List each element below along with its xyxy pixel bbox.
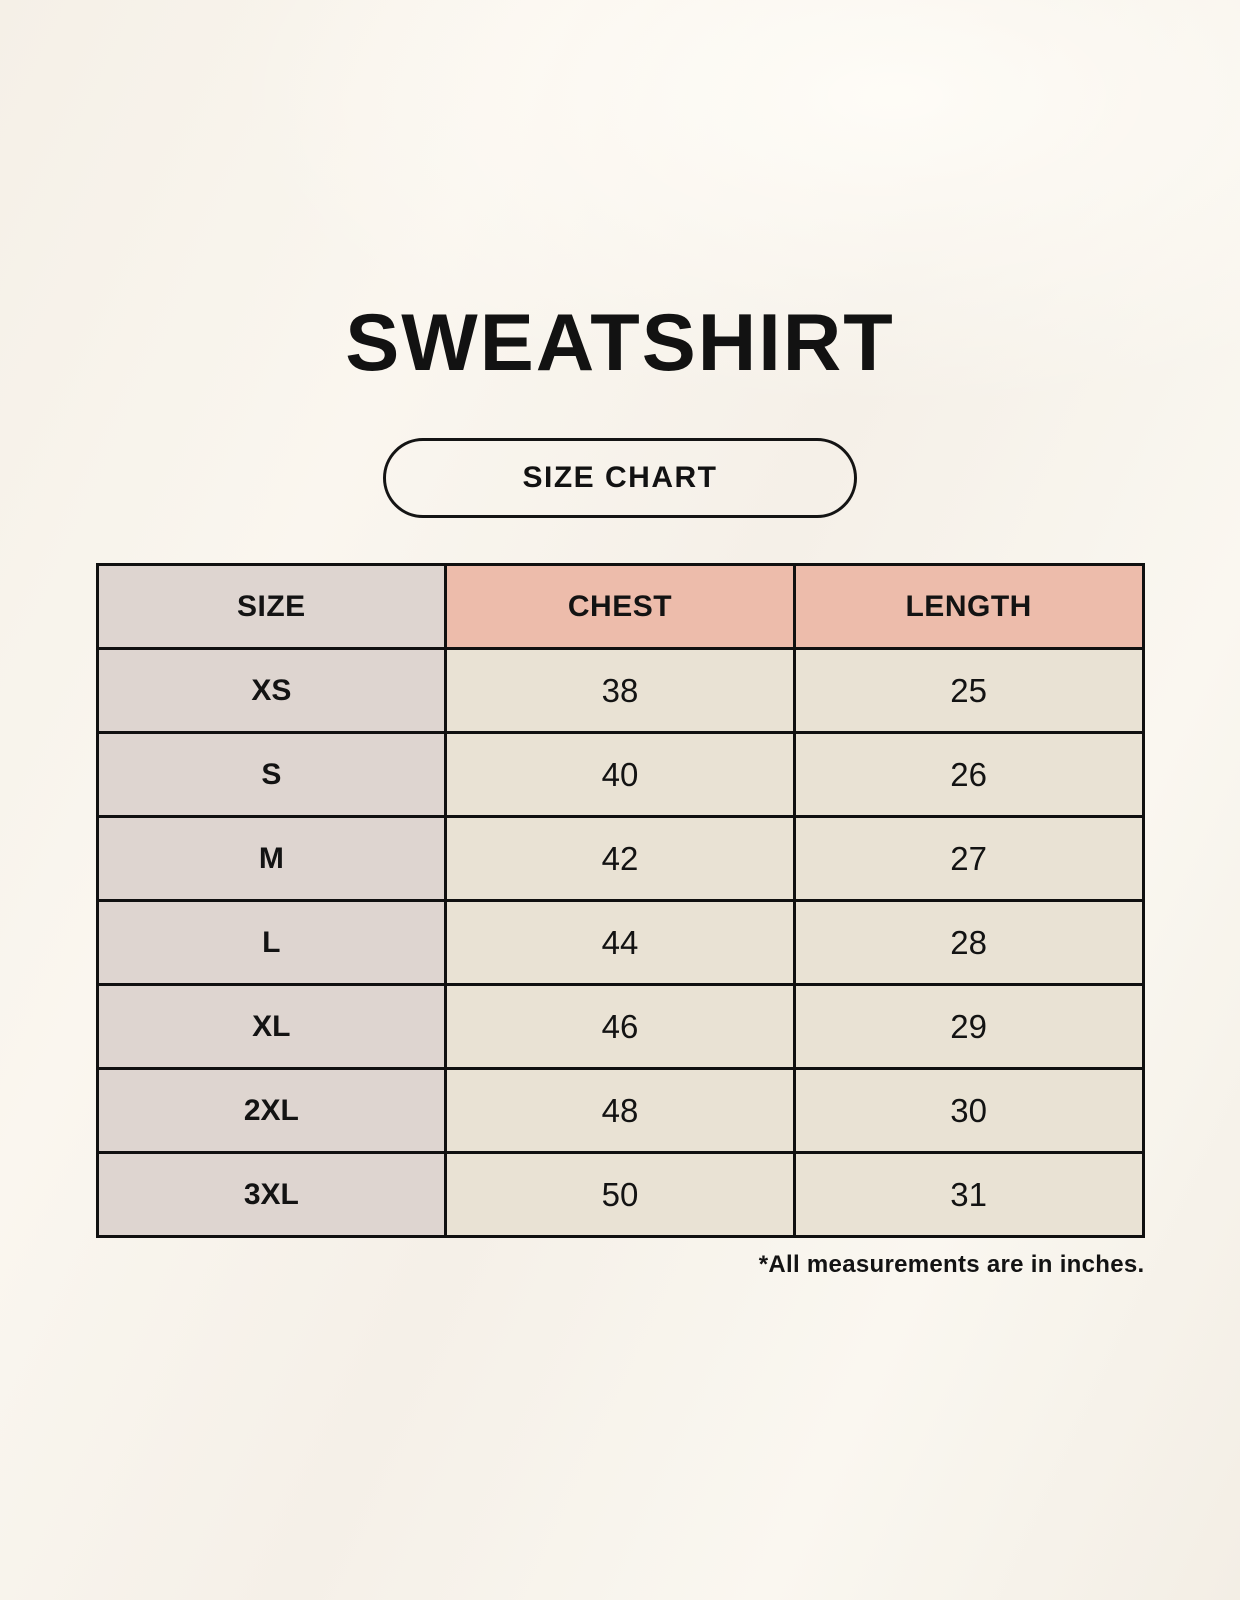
size-label: 2XL [95, 1067, 448, 1154]
chest-value: 50 [444, 1151, 796, 1238]
size-chart-badge-label: SIZE CHART [522, 461, 718, 494]
length-value: 30 [792, 1067, 1145, 1154]
size-label: L [95, 899, 448, 986]
column-header-size: SIZE [95, 563, 448, 650]
size-chart-table: SIZE CHEST LENGTH XS 38 25 S 40 26 M 42 … [95, 563, 1145, 1238]
footnote: *All measurements are in inches. [758, 1251, 1145, 1278]
page-title: SWEATSHIRT [345, 298, 895, 388]
table-row: L 44 28 [95, 899, 1145, 986]
chest-value: 38 [444, 647, 796, 734]
table-header-row: SIZE CHEST LENGTH [95, 563, 1145, 650]
chest-value: 48 [444, 1067, 796, 1154]
table-row: 3XL 50 31 [95, 1151, 1145, 1238]
table-row: S 40 26 [95, 731, 1145, 818]
length-value: 26 [792, 731, 1145, 818]
size-label: S [95, 731, 448, 818]
table-row: XS 38 25 [95, 647, 1145, 734]
chest-value: 46 [444, 983, 796, 1070]
chest-value: 40 [444, 731, 796, 818]
column-header-length: LENGTH [792, 563, 1145, 650]
table-row: 2XL 48 30 [95, 1067, 1145, 1154]
size-label: XL [95, 983, 448, 1070]
length-value: 29 [792, 983, 1145, 1070]
column-header-chest: CHEST [444, 563, 796, 650]
chest-value: 42 [444, 815, 796, 902]
table-row: XL 46 29 [95, 983, 1145, 1070]
length-value: 25 [792, 647, 1145, 734]
length-value: 31 [792, 1151, 1145, 1238]
size-label: M [95, 815, 448, 902]
chest-value: 44 [444, 899, 796, 986]
length-value: 28 [792, 899, 1145, 986]
table-row: M 42 27 [95, 815, 1145, 902]
length-value: 27 [792, 815, 1145, 902]
size-label: 3XL [95, 1151, 448, 1238]
size-label: XS [95, 647, 448, 734]
size-chart-badge[interactable]: SIZE CHART [383, 438, 857, 518]
